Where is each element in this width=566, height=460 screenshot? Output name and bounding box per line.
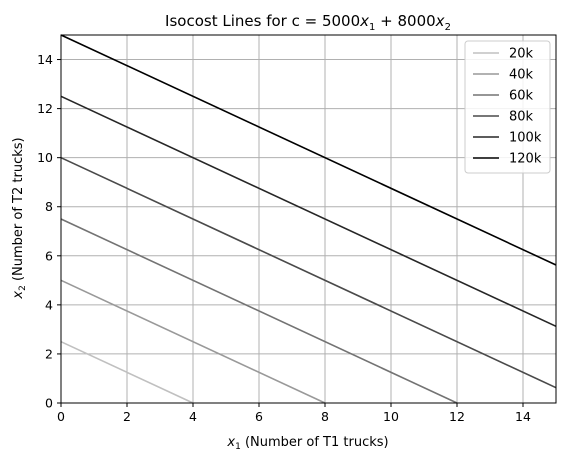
x-tick-label: 10 (383, 409, 399, 424)
y-tick-label: 12 (37, 101, 53, 116)
legend-label-100k: 100k (509, 131, 542, 146)
y-tick-label: 0 (45, 396, 53, 411)
legend-label-120k: 120k (509, 152, 542, 167)
y-tick-label: 2 (45, 346, 53, 361)
chart-title: Isocost Lines for c = 5000x1 + 8000x2 (165, 12, 451, 33)
y-tick-label: 8 (45, 199, 53, 214)
x-tick-label: 6 (255, 409, 263, 424)
x-tick-label: 14 (515, 409, 531, 424)
y-tick-label: 4 (45, 297, 53, 312)
x-tick-label: 8 (321, 409, 329, 424)
y-axis-label: x2 (Number of T2 trucks) (11, 137, 28, 299)
x-tick-label: 0 (57, 409, 65, 424)
x-tick-label: 4 (189, 409, 197, 424)
y-tick-label: 14 (37, 52, 53, 67)
x-tick-label: 12 (449, 409, 465, 424)
legend-label-80k: 80k (509, 110, 534, 125)
y-tick-label: 6 (45, 248, 53, 263)
legend-label-40k: 40k (509, 68, 534, 83)
y-tick-label: 10 (37, 150, 53, 165)
legend-label-20k: 20k (509, 47, 534, 62)
legend: 20k 40k 60k 80k 100k 120k (465, 41, 550, 173)
x-axis-label: x1 (Number of T1 trucks) (226, 435, 388, 452)
x-tick-label: 2 (123, 409, 131, 424)
legend-label-60k: 60k (509, 89, 534, 104)
